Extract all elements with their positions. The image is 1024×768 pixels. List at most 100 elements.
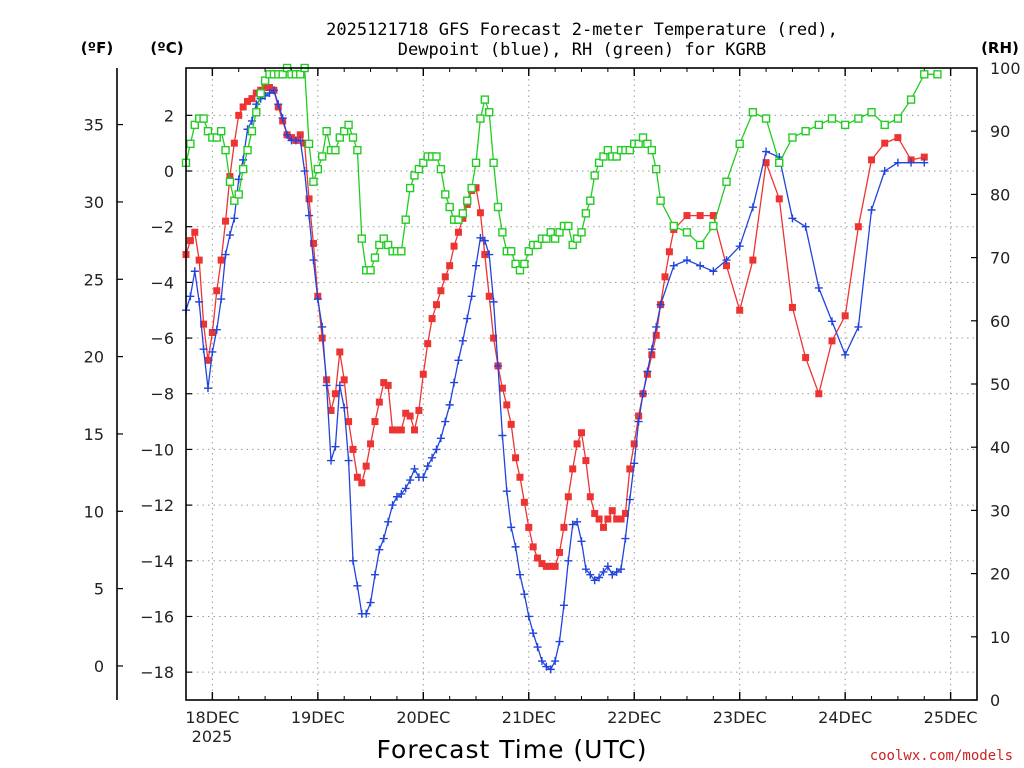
dewpoint-point xyxy=(392,492,401,501)
dewpoint-point xyxy=(195,297,204,306)
x-axis-title: Forecast Time (UTC) xyxy=(377,735,648,764)
temperature-point xyxy=(441,273,449,281)
temperature-point xyxy=(661,273,669,281)
celsius-tick-label: −8 xyxy=(150,385,174,404)
rh-point xyxy=(471,158,481,168)
rh-point xyxy=(735,139,744,149)
rh-point xyxy=(647,145,657,155)
dewpoint-point xyxy=(362,609,371,618)
rh-point xyxy=(454,215,463,224)
rh-tick-label: 80 xyxy=(990,185,1010,204)
rh-point xyxy=(709,221,718,231)
rh-point xyxy=(577,228,586,237)
rh-point xyxy=(410,171,419,180)
temperature-point xyxy=(393,426,401,434)
rh-point xyxy=(801,126,810,136)
celsius-tick-label: −10 xyxy=(140,440,174,459)
temperature-point xyxy=(454,228,462,236)
rh-point xyxy=(511,259,520,269)
rh-point xyxy=(489,158,498,168)
dewpoint-point xyxy=(375,545,384,554)
rh-point xyxy=(493,202,503,212)
temperature-point xyxy=(613,515,621,523)
temperature-point xyxy=(222,217,230,225)
rh-point xyxy=(572,234,582,243)
temperature-point xyxy=(538,560,546,568)
rh-point xyxy=(467,183,476,193)
fahrenheit-tick-label: 35 xyxy=(84,116,104,135)
dewpoint-point xyxy=(203,384,212,393)
dewpoint-point xyxy=(265,89,274,98)
temperature-point xyxy=(244,97,252,105)
temperature-point xyxy=(775,195,783,203)
dewpoint-point xyxy=(278,114,287,123)
x-tick-label: 21DEC xyxy=(502,708,556,727)
temperature-point xyxy=(762,159,770,167)
rh-unit-label: (RH) xyxy=(981,39,1019,57)
rh-point xyxy=(463,196,472,205)
temperature-point xyxy=(608,507,616,515)
rh-tick-label: 100 xyxy=(990,59,1021,78)
rh-point xyxy=(238,164,248,174)
dewpoint-point xyxy=(494,361,503,370)
temperature-point xyxy=(788,303,796,311)
temperature-point xyxy=(564,493,572,501)
temperature-point xyxy=(389,426,397,434)
rh-point xyxy=(520,259,529,269)
dewpoint-point xyxy=(621,534,630,543)
rh-point xyxy=(313,164,323,174)
temperature-point xyxy=(534,554,542,562)
temperature-point xyxy=(709,212,717,220)
dewpoint-point xyxy=(639,389,648,398)
temperature-point xyxy=(569,465,577,473)
dewpoint-point xyxy=(577,537,586,546)
dewpoint-point xyxy=(472,261,481,270)
rh-point xyxy=(893,114,903,123)
temperature-point xyxy=(648,351,656,359)
rh-point xyxy=(186,139,195,149)
dewpoint-point xyxy=(643,367,652,376)
dewpoint-point xyxy=(669,261,678,270)
temperature-point xyxy=(336,348,344,356)
celsius-tick-label: −4 xyxy=(150,273,174,292)
dewpoint-point xyxy=(920,158,929,167)
temperature-point xyxy=(318,334,326,342)
temperature-point xyxy=(626,465,634,473)
x-tick-label: 22DEC xyxy=(607,708,661,727)
x-tick-label: 18DEC xyxy=(185,708,239,727)
rh-point xyxy=(568,240,577,250)
rh-tick-label: 70 xyxy=(990,249,1010,268)
dewpoint-point xyxy=(309,256,318,265)
rh-point xyxy=(397,247,406,256)
temperature-point xyxy=(498,384,506,392)
temperature-point xyxy=(586,493,594,501)
rh-point xyxy=(278,70,287,79)
temperature-point xyxy=(828,337,836,345)
temperature-point xyxy=(617,515,625,523)
rh-point xyxy=(546,228,555,237)
rh-tick-label: 30 xyxy=(990,501,1010,520)
rh-point xyxy=(669,221,678,231)
temperature-point xyxy=(736,306,744,314)
temperature-point xyxy=(815,390,823,398)
rh-point xyxy=(485,108,494,117)
celsius-tick-label: −18 xyxy=(140,663,174,682)
temperature-point xyxy=(560,523,568,531)
dewpoint-point xyxy=(344,456,353,465)
rh-point xyxy=(357,234,366,243)
temperature-point xyxy=(437,287,445,295)
temperature-point xyxy=(367,440,375,448)
temperature-point xyxy=(507,420,515,428)
fahrenheit-tick-label: 0 xyxy=(94,657,104,676)
rh-point xyxy=(603,145,613,155)
rh-point xyxy=(775,158,784,168)
temperature-point xyxy=(411,426,419,434)
dewpoint-point xyxy=(318,322,327,331)
dewpoint-point xyxy=(827,317,836,326)
dewpoint-point xyxy=(458,336,467,345)
dewpoint-point xyxy=(406,476,415,485)
rh-point xyxy=(634,139,643,149)
temperature-point xyxy=(894,134,902,142)
rh-point xyxy=(379,234,388,243)
temperature-point xyxy=(397,426,405,434)
